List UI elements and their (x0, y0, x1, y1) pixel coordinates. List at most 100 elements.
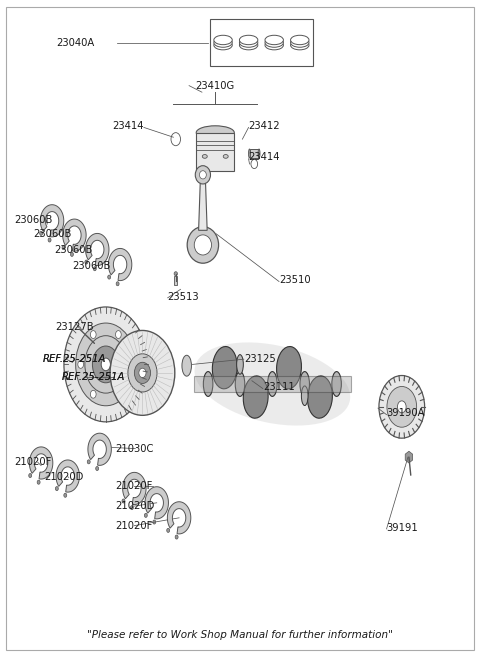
Ellipse shape (122, 499, 125, 503)
Ellipse shape (171, 133, 180, 146)
Ellipse shape (131, 506, 133, 510)
Polygon shape (123, 472, 146, 505)
Polygon shape (168, 502, 191, 534)
Ellipse shape (223, 154, 228, 158)
Text: REF.25-251A: REF.25-251A (43, 354, 106, 364)
Ellipse shape (101, 358, 110, 371)
Ellipse shape (212, 346, 237, 389)
Ellipse shape (202, 154, 207, 158)
Ellipse shape (214, 38, 232, 47)
Ellipse shape (175, 535, 178, 539)
Bar (194, 376, 351, 392)
Ellipse shape (258, 149, 260, 158)
Ellipse shape (397, 401, 406, 413)
Ellipse shape (204, 372, 213, 396)
Text: 23060B: 23060B (72, 261, 111, 271)
Ellipse shape (195, 166, 211, 184)
Ellipse shape (265, 41, 283, 50)
Text: 23414: 23414 (112, 121, 144, 131)
Ellipse shape (196, 125, 234, 139)
Ellipse shape (240, 41, 258, 50)
Text: 21020F: 21020F (14, 457, 51, 467)
Text: 23510: 23510 (279, 275, 311, 285)
Ellipse shape (87, 460, 90, 464)
Text: "Please refer to Work Shop Manual for further information": "Please refer to Work Shop Manual for fu… (87, 630, 393, 641)
Ellipse shape (116, 282, 119, 286)
Ellipse shape (93, 346, 119, 383)
Ellipse shape (128, 361, 134, 369)
Ellipse shape (387, 386, 417, 427)
Ellipse shape (48, 238, 51, 242)
Text: 21020D: 21020D (44, 472, 84, 482)
Polygon shape (29, 447, 53, 479)
Text: 23125: 23125 (244, 354, 276, 364)
Ellipse shape (134, 362, 151, 384)
Ellipse shape (235, 372, 245, 396)
Polygon shape (56, 460, 80, 492)
Ellipse shape (249, 149, 251, 158)
Ellipse shape (62, 246, 65, 250)
Ellipse shape (240, 38, 258, 47)
Text: 21030C: 21030C (115, 443, 154, 453)
Ellipse shape (214, 35, 232, 45)
Text: 39190A: 39190A (386, 409, 425, 419)
Ellipse shape (128, 354, 157, 392)
Text: REF.25-251A: REF.25-251A (61, 373, 125, 382)
Ellipse shape (153, 520, 156, 524)
Polygon shape (145, 487, 168, 519)
Ellipse shape (290, 38, 309, 47)
Ellipse shape (237, 355, 243, 374)
Ellipse shape (37, 480, 40, 484)
Ellipse shape (64, 307, 148, 422)
Bar (174, 277, 177, 285)
Ellipse shape (300, 372, 310, 396)
Text: 21020F: 21020F (115, 520, 153, 531)
Ellipse shape (85, 260, 88, 264)
Ellipse shape (187, 227, 218, 263)
Polygon shape (40, 205, 64, 237)
Bar (210, 19, 312, 66)
Ellipse shape (116, 390, 121, 398)
Text: 23412: 23412 (249, 121, 280, 131)
Polygon shape (88, 433, 111, 465)
Text: 23060B: 23060B (33, 229, 72, 240)
Ellipse shape (332, 372, 341, 396)
Ellipse shape (265, 35, 283, 45)
Ellipse shape (90, 330, 96, 338)
Ellipse shape (59, 300, 153, 429)
Text: 23410G: 23410G (196, 81, 235, 91)
Ellipse shape (71, 252, 73, 256)
Text: REF.25-251A: REF.25-251A (61, 373, 125, 382)
Polygon shape (76, 323, 84, 335)
Text: 21020F: 21020F (115, 482, 153, 491)
Text: 23060B: 23060B (54, 244, 93, 254)
Ellipse shape (55, 487, 58, 491)
Polygon shape (405, 451, 413, 463)
Text: 23127B: 23127B (55, 321, 94, 332)
Ellipse shape (265, 38, 283, 47)
Ellipse shape (240, 35, 258, 45)
Text: 21020D: 21020D (115, 501, 155, 511)
Polygon shape (63, 219, 86, 251)
Polygon shape (199, 175, 207, 231)
Polygon shape (108, 248, 132, 281)
Ellipse shape (251, 160, 258, 169)
Text: REF.25-251A: REF.25-251A (43, 354, 106, 364)
Text: 39191: 39191 (386, 522, 418, 533)
Ellipse shape (174, 272, 178, 276)
Text: 23414: 23414 (249, 152, 280, 162)
Ellipse shape (90, 390, 96, 398)
Ellipse shape (29, 474, 32, 478)
Ellipse shape (194, 342, 350, 426)
Text: 23040A: 23040A (57, 37, 95, 47)
Ellipse shape (144, 513, 147, 517)
Text: 23111: 23111 (263, 382, 295, 392)
Ellipse shape (76, 323, 136, 406)
Text: 23060B: 23060B (14, 215, 52, 225)
Ellipse shape (78, 361, 84, 369)
Ellipse shape (243, 376, 268, 419)
Ellipse shape (194, 235, 212, 255)
Ellipse shape (200, 171, 206, 179)
Ellipse shape (267, 372, 277, 396)
Ellipse shape (64, 493, 67, 497)
